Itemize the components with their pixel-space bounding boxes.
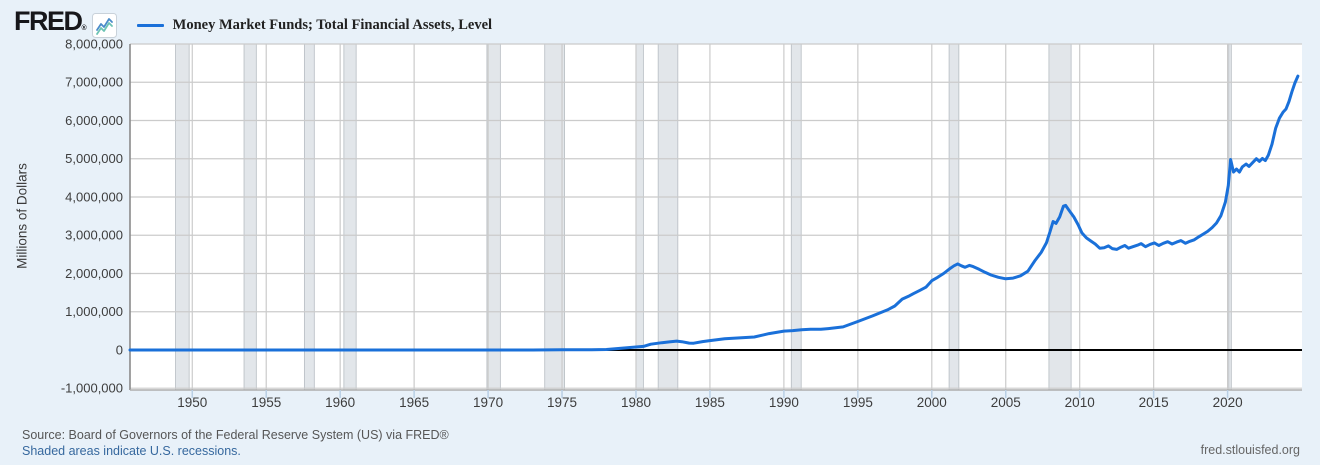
- recession-note-link[interactable]: Shaded areas indicate U.S. recessions.: [22, 444, 241, 458]
- recession-band: [303, 43, 315, 391]
- fred-logo: FRED®: [14, 8, 87, 42]
- y-tick-label: 0: [116, 342, 123, 357]
- data-line: [128, 74, 1300, 352]
- x-tick-label: 2005: [991, 395, 1021, 410]
- y-tick-label: 3,000,000: [65, 228, 123, 243]
- y-tick-label: -1,000,000: [61, 381, 123, 396]
- recession-band: [486, 43, 501, 391]
- recession-band: [635, 43, 644, 391]
- y-tick-label: 8,000,000: [65, 37, 123, 52]
- chart-header: FRED® Money Market Funds; Total Financia…: [14, 8, 492, 42]
- recession-band: [948, 43, 960, 391]
- x-tick-label: 1980: [621, 395, 651, 410]
- recession-band: [790, 43, 802, 391]
- source-text: Source: Board of Governors of the Federa…: [22, 428, 449, 442]
- legend-series-label: Money Market Funds; Total Financial Asse…: [172, 16, 493, 33]
- recession-band: [175, 43, 190, 391]
- registered-mark: ®: [81, 25, 87, 32]
- plot-background: [130, 44, 1302, 390]
- legend: Money Market Funds; Total Financial Asse…: [136, 16, 493, 34]
- x-tick-label: 1985: [695, 395, 725, 410]
- recession-band: [657, 43, 679, 391]
- x-tick-label: 2010: [1065, 395, 1095, 410]
- recession-band: [343, 43, 357, 391]
- y-tick-label: 7,000,000: [65, 75, 123, 90]
- fred-logo-text: FRED: [14, 6, 83, 36]
- x-tick-label: 1960: [325, 395, 355, 410]
- x-tick-label: 1950: [177, 395, 207, 410]
- y-tick-label: 2,000,000: [65, 266, 123, 281]
- recession-band: [1228, 43, 1232, 391]
- site-url: fred.stlouisfed.org: [1200, 443, 1300, 457]
- y-tick-label: 5,000,000: [65, 151, 123, 166]
- y-tick-label: 6,000,000: [65, 113, 123, 128]
- y-tick-label: 1,000,000: [65, 304, 123, 319]
- x-tick-label: 2000: [917, 395, 947, 410]
- x-tick-label: 2015: [1139, 395, 1169, 410]
- x-tick-label: 1955: [251, 395, 281, 410]
- x-tick-label: 2020: [1213, 395, 1243, 410]
- x-tick-label: 1970: [473, 395, 503, 410]
- recession-band: [243, 43, 257, 391]
- x-tick-label: 1990: [769, 395, 799, 410]
- x-tick-label: 1965: [399, 395, 429, 410]
- legend-line-swatch: [136, 23, 164, 27]
- fred-logo-chart-icon: [91, 12, 117, 38]
- y-tick-label: 4,000,000: [65, 189, 123, 204]
- x-tick-label: 1995: [843, 395, 873, 410]
- x-tick-label: 1975: [547, 395, 577, 410]
